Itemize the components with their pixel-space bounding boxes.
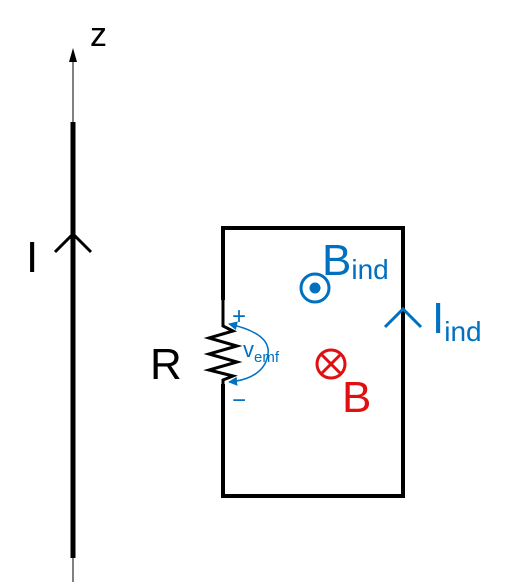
emf-symbol: v: [243, 337, 254, 362]
induced-field-symbol: B: [322, 236, 351, 285]
induced-field-dot-in-circle-icon: [299, 272, 331, 304]
applied-field-label: B: [342, 373, 371, 422]
emf-subscript: emf: [254, 349, 280, 366]
induced-current-label: Iind: [432, 294, 482, 347]
induced-field-label: Bind: [322, 236, 389, 285]
induced-field-subscript: ind: [351, 254, 388, 285]
wire-current-label: I: [26, 233, 38, 282]
axis-arrowhead-icon: [69, 48, 77, 62]
resistor-label: R: [150, 340, 182, 389]
emf-minus-sign: −: [232, 387, 246, 414]
loop: [221, 226, 405, 498]
induced-current-subscript: ind: [444, 316, 481, 347]
induced-current-chevron-icon: [383, 306, 423, 329]
z-axis-label: z: [90, 16, 107, 54]
emf-label: vemf: [243, 337, 280, 366]
induced-current-symbol: I: [432, 294, 444, 343]
wire-current-chevron-icon: [53, 231, 93, 254]
applied-field-cross-in-circle-icon: [315, 348, 347, 380]
emf-curved-arrow-icon: [228, 321, 269, 386]
